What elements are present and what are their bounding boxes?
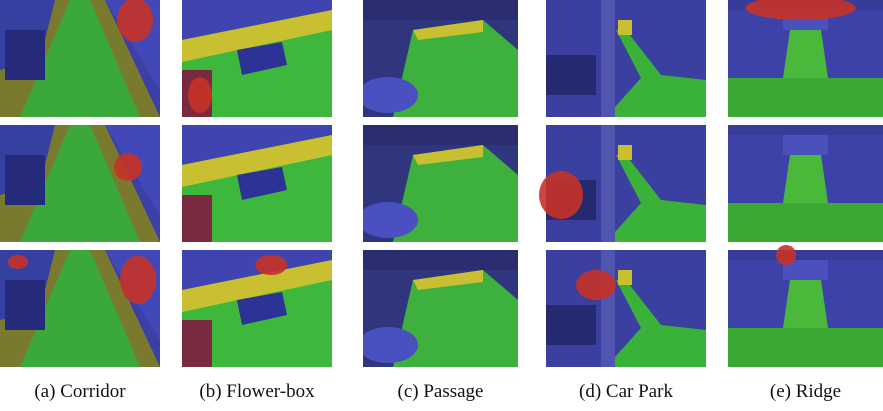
obstacle-region xyxy=(255,255,288,275)
obstacle-region xyxy=(576,270,616,300)
obstacle-region xyxy=(8,255,28,269)
segmentation-image xyxy=(0,125,160,242)
obstacle-region xyxy=(117,0,153,42)
image-grid xyxy=(0,0,883,367)
caption: (d) Car Park xyxy=(579,381,673,402)
segmentation-image xyxy=(728,125,883,242)
segmentation-image xyxy=(546,250,706,367)
obstacle-region xyxy=(745,0,856,20)
segmentation-image xyxy=(182,125,332,242)
caption: (a) Corridor xyxy=(34,381,126,402)
caption: (e) Ridge xyxy=(770,381,841,402)
obstacle-region xyxy=(114,153,142,181)
segmentation-image xyxy=(363,0,518,117)
caption: (c) Passage xyxy=(398,381,484,402)
caption: (b) Flower-box xyxy=(199,381,315,402)
segmentation-image xyxy=(728,250,883,367)
segmentation-image xyxy=(546,0,706,117)
obstacle-region xyxy=(120,256,156,304)
obstacle-region xyxy=(188,77,212,113)
obstacle-region xyxy=(776,245,797,265)
obstacle-region xyxy=(539,171,583,219)
captions: (a) Corridor (b) Flower-box (c) Passage (d)… xyxy=(34,381,841,402)
segmentation-image xyxy=(363,125,518,242)
segmentation-image xyxy=(363,250,518,367)
